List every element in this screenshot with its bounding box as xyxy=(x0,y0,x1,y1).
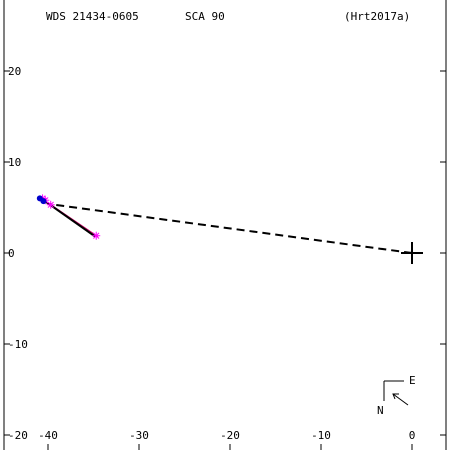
direction-arrow-icon xyxy=(392,393,409,406)
compass-rose: E N xyxy=(377,374,416,417)
x-tick-label: -30 xyxy=(129,429,149,442)
x-tick-label: -40 xyxy=(38,429,58,442)
x-tick-label: 0 xyxy=(409,429,416,442)
direction-arrowhead-icon xyxy=(392,393,399,400)
axes-frame xyxy=(3,0,447,450)
y-tick-label: 0 xyxy=(8,247,15,260)
header-discoverer: SCA 90 xyxy=(185,10,225,23)
x-tick-label: -20 xyxy=(220,429,240,442)
compass-north-label: N xyxy=(377,404,384,417)
y-tick-label: 10 xyxy=(8,156,21,169)
y-tick-label: -10 xyxy=(8,338,28,351)
y-axis-ticks: 20 10 0 -10 -20 xyxy=(4,65,446,442)
motion-fit-line xyxy=(45,201,96,238)
primary-star-marker xyxy=(401,242,423,264)
y-tick-label: -20 xyxy=(8,429,28,442)
compass-east-label: E xyxy=(409,374,416,387)
header-reference: (Hrt2017a) xyxy=(344,10,410,23)
orbit-lines xyxy=(38,196,413,254)
y-tick-label: 20 xyxy=(8,65,21,78)
observation-dot-marker xyxy=(40,198,47,205)
observation-asterisk-marker xyxy=(92,231,101,240)
separation-dashed-line xyxy=(47,202,413,254)
x-tick-label: -10 xyxy=(311,429,331,442)
x-axis-ticks: -40 -30 -20 -10 0 xyxy=(38,429,415,450)
header-wds-id: WDS 21434-0605 xyxy=(46,10,139,23)
observation-points xyxy=(36,194,101,240)
observation-asterisk-marker xyxy=(46,200,55,209)
